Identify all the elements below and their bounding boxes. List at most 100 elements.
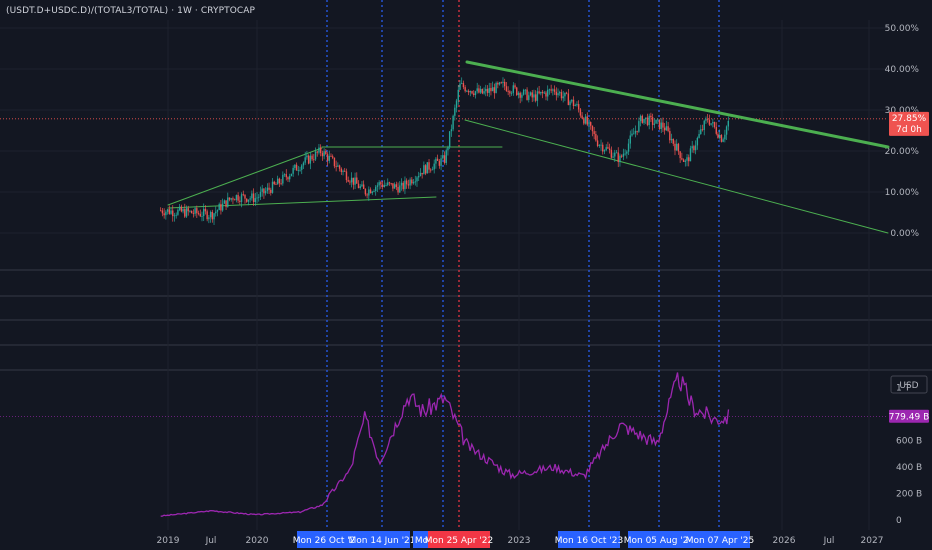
candle-body — [493, 87, 496, 94]
candle-body — [505, 86, 508, 91]
candle-body — [225, 200, 227, 207]
candle-body — [688, 157, 690, 162]
candle-body — [488, 88, 490, 93]
x-tick-label: 2019 — [157, 536, 180, 546]
candle-body — [694, 145, 697, 151]
candle-body — [638, 121, 640, 132]
candle-body — [268, 187, 270, 190]
candle-body — [645, 117, 647, 119]
candle-body — [452, 115, 454, 130]
date-flag-label: Mo — [415, 536, 429, 546]
candle-body — [264, 190, 267, 194]
candle-body — [404, 180, 406, 190]
candle-body — [332, 156, 334, 158]
candle-body — [228, 197, 231, 200]
currency-selector[interactable] — [890, 375, 928, 394]
candle-body — [538, 91, 540, 94]
candle-body — [461, 83, 463, 84]
candle-body — [634, 130, 637, 134]
candle-body — [361, 184, 363, 187]
candle-body — [190, 210, 193, 214]
currency-label: USD — [899, 381, 918, 391]
candle-body — [246, 198, 248, 202]
candle-body — [450, 129, 453, 132]
candle-body — [356, 177, 358, 184]
candle-body — [662, 122, 664, 128]
candle-body — [172, 210, 174, 217]
candle-body — [430, 169, 432, 171]
candle-body — [531, 92, 533, 98]
candle-body — [376, 185, 379, 187]
volume-line — [160, 372, 730, 517]
candle-body — [691, 146, 693, 149]
candle-body — [725, 126, 728, 135]
candle-body — [321, 153, 324, 157]
candle-body — [387, 182, 389, 186]
top-grid — [0, 27, 888, 234]
candle-body — [519, 92, 521, 98]
candle-body — [693, 146, 695, 151]
candle-body — [641, 115, 644, 123]
candle-body — [569, 101, 571, 106]
candle-body — [368, 189, 370, 196]
volume-y-tick-label: 1 T — [896, 384, 911, 394]
date-flag-label: Mon 26 Oct '20 — [293, 536, 362, 546]
candle-body — [608, 148, 611, 150]
candle-body — [436, 158, 439, 161]
candle-body — [526, 89, 528, 100]
candle-body — [610, 149, 613, 158]
candle-body — [660, 122, 662, 129]
candle-body — [337, 165, 339, 167]
chart-title: (USDT.D+USDC.D)/(TOTAL3/TOTAL) · 1W · CR… — [6, 6, 256, 16]
candle-body — [670, 138, 673, 141]
candle-body — [227, 197, 229, 207]
candle-body — [464, 87, 466, 92]
candle-body — [271, 181, 274, 193]
candle-body — [657, 119, 659, 121]
volume-y-tick-label: 0 — [896, 516, 902, 526]
candle-body — [445, 150, 447, 163]
candle-body — [548, 89, 551, 91]
candle-body — [196, 208, 198, 214]
candle-body — [385, 185, 387, 186]
candle-body — [550, 89, 552, 91]
candle-body — [713, 122, 716, 128]
candle-body — [400, 182, 403, 186]
candle-body — [426, 162, 429, 174]
candle-body — [306, 155, 308, 158]
candle-body — [347, 180, 349, 182]
candle-body — [316, 151, 318, 153]
candle-body — [669, 131, 671, 141]
candle-body — [280, 183, 282, 185]
candle-body — [631, 133, 633, 136]
candle-body — [325, 151, 327, 155]
candle-body — [259, 191, 262, 197]
candle-body — [206, 211, 208, 220]
candle-body — [481, 88, 484, 94]
candle-body — [328, 155, 330, 161]
candle-body — [309, 155, 312, 164]
candle-body — [187, 208, 189, 212]
candle-body — [567, 93, 570, 106]
candle-body — [352, 177, 355, 185]
candle-body — [216, 210, 219, 212]
date-flag — [297, 531, 357, 548]
y-tick-label: 30.00% — [885, 106, 920, 116]
candle-body — [476, 88, 478, 92]
candle-body — [514, 85, 516, 88]
candle-body — [201, 216, 203, 217]
candle-body — [340, 168, 343, 172]
candle-body — [512, 85, 515, 93]
y-tick-label: 0.00% — [890, 229, 919, 239]
candle-body — [528, 95, 530, 100]
candle-body — [409, 179, 411, 186]
date-flag — [413, 531, 430, 548]
candle-body — [349, 181, 351, 183]
candle-body — [203, 208, 205, 217]
candle-body — [416, 177, 418, 182]
candle-body — [233, 199, 236, 201]
candle-body — [314, 151, 317, 160]
candle-body — [299, 169, 301, 171]
